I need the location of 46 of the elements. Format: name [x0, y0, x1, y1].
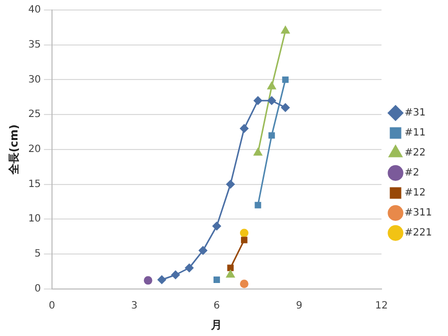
- legend-label: #12: [404, 188, 426, 199]
- y-axis-title: 全長(cm): [7, 124, 20, 176]
- point: [240, 124, 248, 133]
- x-tick-label: 9: [296, 300, 302, 312]
- legend-label: #22: [404, 148, 426, 159]
- y-tick-label: 35: [28, 39, 41, 50]
- point: [198, 246, 208, 255]
- point: [158, 275, 166, 284]
- point: [240, 236, 248, 244]
- y-tick-label: 40: [28, 4, 41, 16]
- point: [268, 132, 275, 139]
- point: [171, 270, 180, 280]
- point: [254, 202, 262, 208]
- x-tick-label: 6: [214, 300, 220, 312]
- point: [226, 180, 235, 188]
- x-tick-label: 3: [131, 300, 138, 312]
- legend-label: #31: [404, 108, 426, 119]
- point: [144, 276, 152, 285]
- point: [254, 148, 262, 156]
- y-tick-label: 20: [28, 144, 41, 155]
- point: [212, 222, 221, 230]
- legend-label: #311: [404, 208, 432, 219]
- y-tick-label: 5: [34, 248, 41, 260]
- y-tick-label: 25: [28, 109, 41, 120]
- point: [240, 228, 248, 238]
- point: [281, 103, 290, 112]
- point: [267, 82, 276, 90]
- point: [214, 276, 220, 283]
- point: [226, 270, 235, 278]
- point: [185, 264, 194, 272]
- legend-label: #2: [404, 168, 420, 179]
- x-axis-title: 月: [210, 318, 222, 332]
- point: [282, 76, 289, 83]
- legend-label: #11: [404, 128, 426, 139]
- legend-label: #221: [404, 228, 432, 239]
- y-tick-label: 10: [28, 214, 41, 225]
- y-tick-label: 0: [34, 283, 41, 294]
- point: [254, 96, 262, 105]
- x-tick-label: 0: [48, 300, 56, 312]
- point: [267, 96, 276, 105]
- x-tick-label: 12: [375, 300, 388, 312]
- point: [240, 280, 248, 288]
- point: [227, 264, 234, 272]
- y-tick-label: 15: [28, 178, 41, 190]
- y-tick-label: 30: [28, 74, 41, 86]
- point: [281, 26, 290, 34]
